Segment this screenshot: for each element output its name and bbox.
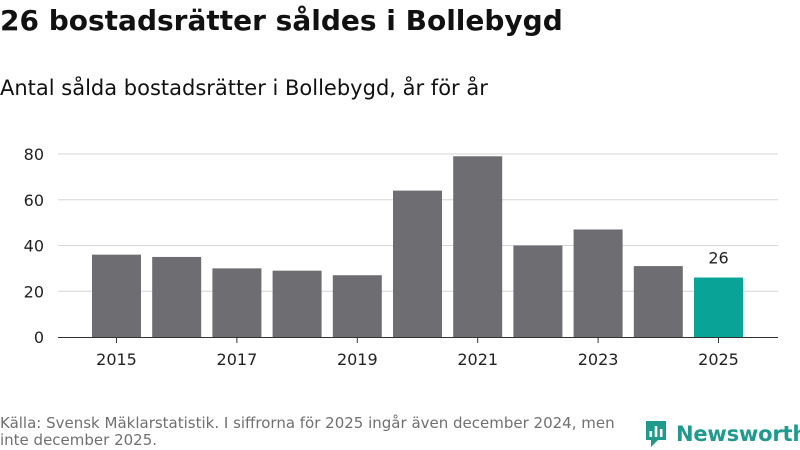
bar-2019 (332, 275, 382, 337)
x-tick-label: 2021 (457, 350, 498, 369)
y-tick-label: 20 (24, 282, 44, 301)
x-axis-tick-labels: 2015 2017 2019 2021 2023 2025 (96, 337, 739, 369)
brand-logo[interactable]: Newsworthy (644, 418, 800, 450)
bar-2022 (513, 245, 563, 337)
headline: 26 bostadsrätter såldes i Bollebygd (0, 4, 563, 37)
x-tick-label: 2015 (96, 350, 137, 369)
data-labels: 26 (708, 249, 728, 268)
chart-subtitle: Antal sålda bostadsrätter i Bollebygd, å… (0, 76, 488, 100)
bar-2021 (453, 156, 503, 337)
bar-2020 (393, 190, 442, 337)
y-axis-tick-labels: 0 20 40 60 80 (24, 145, 44, 347)
y-tick-label: 80 (24, 145, 44, 164)
bar-2024 (633, 266, 683, 337)
brand-name: Newsworthy (676, 422, 800, 446)
bar-2018 (272, 270, 322, 337)
bar-2023 (573, 229, 623, 337)
y-tick-label: 60 (24, 191, 44, 210)
x-tick-label: 2025 (698, 350, 739, 369)
bar-chart-logo-icon (646, 421, 666, 447)
y-tick-label: 0 (34, 328, 44, 347)
bar-2025 (694, 277, 743, 337)
x-tick-label: 2023 (578, 350, 619, 369)
bar-chart: 0 20 40 60 80 2015 2017 2019 2021 2023 2025 26 (24, 145, 778, 369)
x-tick-label: 2017 (217, 350, 258, 369)
data-label: 26 (708, 249, 728, 268)
x-tick-label: 2019 (337, 350, 378, 369)
bar-2016 (152, 256, 202, 337)
source-note: Källa: Svensk Mäklarstatistik. I siffror… (0, 414, 615, 449)
bar-2017 (212, 268, 262, 337)
y-tick-label: 40 (24, 237, 44, 256)
bar-2015 (92, 254, 141, 337)
bars (92, 156, 743, 337)
